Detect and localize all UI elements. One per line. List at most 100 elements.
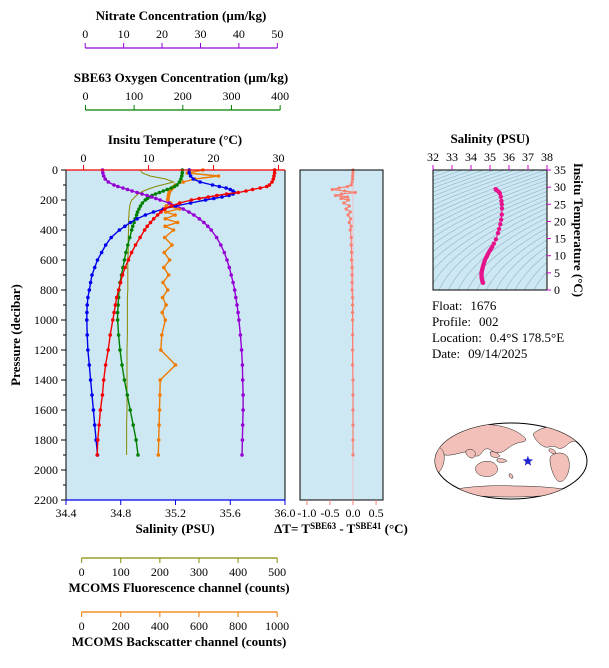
svg-text:800: 800 xyxy=(229,619,247,633)
svg-text:36.0: 36.0 xyxy=(275,506,296,520)
svg-text:34.4: 34.4 xyxy=(56,506,77,520)
oxygen-axis-title: SBE63 Oxygen Concentration (µm/kg) xyxy=(74,70,288,85)
date-line: Date: 09/14/2025 xyxy=(432,346,527,361)
svg-text:10: 10 xyxy=(554,249,566,263)
delta-t-axis-title: ΔT= TSBE63 - TSBE41 (°C) xyxy=(274,521,408,536)
svg-text:32: 32 xyxy=(427,150,439,164)
svg-text:200: 200 xyxy=(40,193,58,207)
svg-text:1600: 1600 xyxy=(34,403,58,417)
svg-text:20: 20 xyxy=(554,214,566,228)
delta-t-title-part: - T xyxy=(336,521,356,536)
svg-text:36: 36 xyxy=(503,150,515,164)
backscatter-axis-title: MCOMS Backscatter channel (counts) xyxy=(72,634,287,649)
svg-text:600: 600 xyxy=(40,253,58,267)
location-label: Location: xyxy=(432,330,482,345)
svg-text:0: 0 xyxy=(79,565,85,579)
fluorescence-axis: 0 100 200 300 400 500 xyxy=(79,557,286,579)
pressure-axis: 0 200 400 600 800 1000 1200 1400 1600 1800 2000 220… xyxy=(34,163,66,507)
svg-text:10: 10 xyxy=(118,27,130,41)
svg-text:0: 0 xyxy=(81,151,87,165)
svg-text:1200: 1200 xyxy=(34,343,58,357)
world-map xyxy=(434,422,588,500)
svg-text:400: 400 xyxy=(40,223,58,237)
svg-text:0: 0 xyxy=(79,619,85,633)
svg-text:-0.5: -0.5 xyxy=(320,506,339,520)
svg-text:10: 10 xyxy=(143,151,155,165)
ts-isopycnals xyxy=(433,170,547,290)
nitrate-axis-title: Nitrate Concentration (µm/kg) xyxy=(96,8,267,23)
svg-text:200: 200 xyxy=(151,565,169,579)
ts-diagram-panel: 32 33 34 35 36 37 38 0 5 10 15 20 25 30 35 xyxy=(427,150,566,297)
svg-text:2000: 2000 xyxy=(34,463,58,477)
float-id-line: Float: 1676 xyxy=(432,298,497,313)
ts-axes: 32 33 34 35 36 37 38 0 5 10 15 20 25 30 35 xyxy=(427,150,566,297)
temperature-axis-title: Insitu Temperature (°C) xyxy=(108,132,242,147)
delta-t-panel: -1.0 -0.5 0.0 0.5 xyxy=(297,168,384,520)
backscatter-axis: 0 200 400 600 800 1000 xyxy=(79,611,289,633)
svg-text:50: 50 xyxy=(271,27,283,41)
svg-text:34.8: 34.8 xyxy=(110,506,131,520)
svg-text:500: 500 xyxy=(268,565,286,579)
svg-text:35.6: 35.6 xyxy=(220,506,241,520)
svg-text:37: 37 xyxy=(522,150,534,164)
oxygen-axis: 0 100 200 300 400 xyxy=(82,89,289,111)
location-line: Location: 0.4°S 178.5°E xyxy=(432,330,564,345)
float-location-star-icon xyxy=(522,455,534,466)
svg-text:5: 5 xyxy=(554,266,560,280)
svg-text:400: 400 xyxy=(271,89,289,103)
svg-text:300: 300 xyxy=(190,565,208,579)
svg-text:200: 200 xyxy=(174,89,192,103)
svg-text:30: 30 xyxy=(273,151,285,165)
delta-t-title-part: ΔT= T xyxy=(274,521,310,536)
svg-text:300: 300 xyxy=(222,89,240,103)
temperature-axis: 0 10 20 30 xyxy=(81,151,285,170)
axis-titles: Nitrate Concentration (µm/kg) SBE63 Oxyg… xyxy=(8,8,586,649)
svg-text:34: 34 xyxy=(465,150,477,164)
delta-t-title-sup: SBE63 xyxy=(310,521,337,531)
nitrate-axis: 0 10 20 30 40 50 xyxy=(82,27,283,49)
ts-salinity-axis-title: Salinity (PSU) xyxy=(450,131,529,146)
float-id-value: 1676 xyxy=(470,298,497,313)
svg-text:100: 100 xyxy=(112,565,130,579)
svg-text:38: 38 xyxy=(541,150,553,164)
svg-text:600: 600 xyxy=(190,619,208,633)
svg-text:20: 20 xyxy=(208,151,220,165)
profile-curves xyxy=(85,168,277,457)
pressure-axis-title: Pressure (decibar) xyxy=(8,284,23,386)
svg-text:800: 800 xyxy=(40,283,58,297)
ts-temperature-axis-title: Insitu Temperature (°C) xyxy=(571,163,586,297)
svg-text:1000: 1000 xyxy=(34,313,58,327)
svg-text:1800: 1800 xyxy=(34,433,58,447)
svg-text:0: 0 xyxy=(554,283,560,297)
svg-text:30: 30 xyxy=(194,27,206,41)
date-label: Date: xyxy=(432,346,460,361)
profile-plot-panel: 0200400600800100012001400160018002000220… xyxy=(34,27,296,633)
salinity-axis-title: Salinity (PSU) xyxy=(135,521,214,536)
float-info-block: Float: 1676 Profile: 002 Location: 0.4°S 17… xyxy=(432,298,564,361)
svg-text:20: 20 xyxy=(156,27,168,41)
svg-text:0: 0 xyxy=(82,89,88,103)
svg-text:0.5: 0.5 xyxy=(369,506,384,520)
svg-text:33: 33 xyxy=(446,150,458,164)
date-value: 09/14/2025 xyxy=(468,346,527,361)
svg-text:35: 35 xyxy=(484,150,496,164)
svg-text:0: 0 xyxy=(52,163,58,177)
delta-t-title-part: (°C) xyxy=(381,521,408,536)
delta-t-axis: -1.0 -0.5 0.0 0.5 xyxy=(297,500,384,520)
svg-text:35: 35 xyxy=(554,163,566,177)
salinity-axis: 34.4 34.8 35.2 35.6 36.0 xyxy=(56,500,296,520)
svg-text:40: 40 xyxy=(233,27,245,41)
svg-text:-1.0: -1.0 xyxy=(297,506,316,520)
svg-text:15: 15 xyxy=(554,232,566,246)
svg-text:100: 100 xyxy=(125,89,143,103)
profile-number-label: Profile: xyxy=(432,314,471,329)
svg-text:0.0: 0.0 xyxy=(346,506,361,520)
svg-text:35.2: 35.2 xyxy=(165,506,186,520)
ts-points xyxy=(479,187,505,285)
delta-t-title-sup: SBE41 xyxy=(355,521,382,531)
profile-number-line: Profile: 002 xyxy=(432,314,499,329)
svg-text:1400: 1400 xyxy=(34,373,58,387)
svg-text:1000: 1000 xyxy=(265,619,289,633)
